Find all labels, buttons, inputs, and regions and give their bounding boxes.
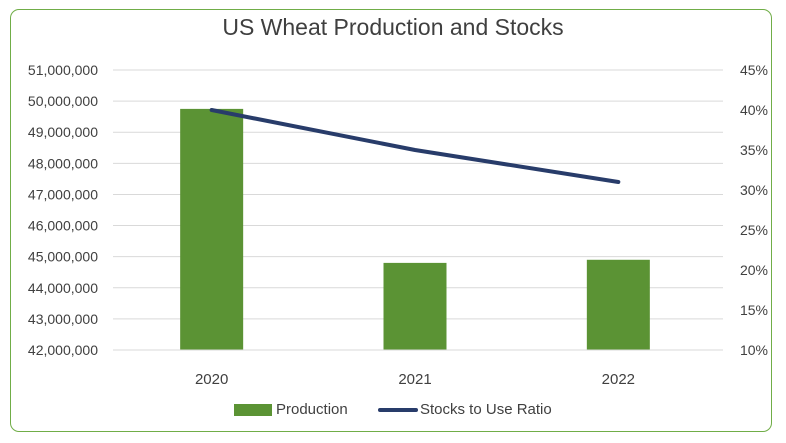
bar-production — [383, 262, 447, 350]
y-tick-label: 44,000,000 — [28, 280, 98, 296]
y2-tick-label: 40% — [740, 102, 768, 118]
y-tick-label: 46,000,000 — [28, 218, 98, 234]
line-stocks-to-use-ratio — [209, 108, 621, 184]
y-tick-label: 43,000,000 — [28, 311, 98, 327]
y2-tick-label: 30% — [740, 182, 768, 198]
y2-tick-label: 20% — [740, 262, 768, 278]
point-stocks-to-use-ratio — [414, 149, 416, 151]
legend-item-production: Production — [234, 401, 348, 418]
y-tick-label: 47,000,000 — [28, 186, 98, 202]
y2-tick-label: 10% — [740, 342, 768, 358]
legend-swatch-stocks-ratio — [378, 407, 418, 412]
y2-tick-label: 15% — [740, 302, 768, 318]
bar-production — [586, 259, 650, 350]
chart-frame — [10, 9, 772, 432]
y2-tick-label: 25% — [740, 222, 768, 238]
y-tick-label: 48,000,000 — [28, 155, 98, 171]
bar-production — [180, 108, 244, 350]
y2-tick-label: 35% — [740, 142, 768, 158]
legend-label-production: Production — [276, 401, 348, 418]
point-stocks-to-use-ratio — [617, 181, 619, 183]
x-tick-label: 2021 — [398, 371, 431, 388]
y-tick-label: 45,000,000 — [28, 249, 98, 265]
point-stocks-to-use-ratio — [211, 109, 213, 111]
y2-tick-label: 45% — [740, 62, 768, 78]
y-tick-label: 49,000,000 — [28, 124, 98, 140]
y-tick-label: 50,000,000 — [28, 93, 98, 109]
legend-swatch-production — [234, 403, 272, 416]
legend: Production Stocks to Use Ratio — [0, 401, 786, 425]
chart-title: US Wheat Production and Stocks — [222, 14, 564, 40]
legend-label-stocks-ratio: Stocks to Use Ratio — [420, 401, 552, 418]
y-tick-label: 51,000,000 — [28, 62, 98, 78]
y-tick-label: 42,000,000 — [28, 342, 98, 358]
legend-item-stocks-ratio: Stocks to Use Ratio — [378, 401, 552, 418]
x-tick-label: 2022 — [602, 371, 635, 388]
x-tick-label: 2020 — [195, 371, 228, 388]
